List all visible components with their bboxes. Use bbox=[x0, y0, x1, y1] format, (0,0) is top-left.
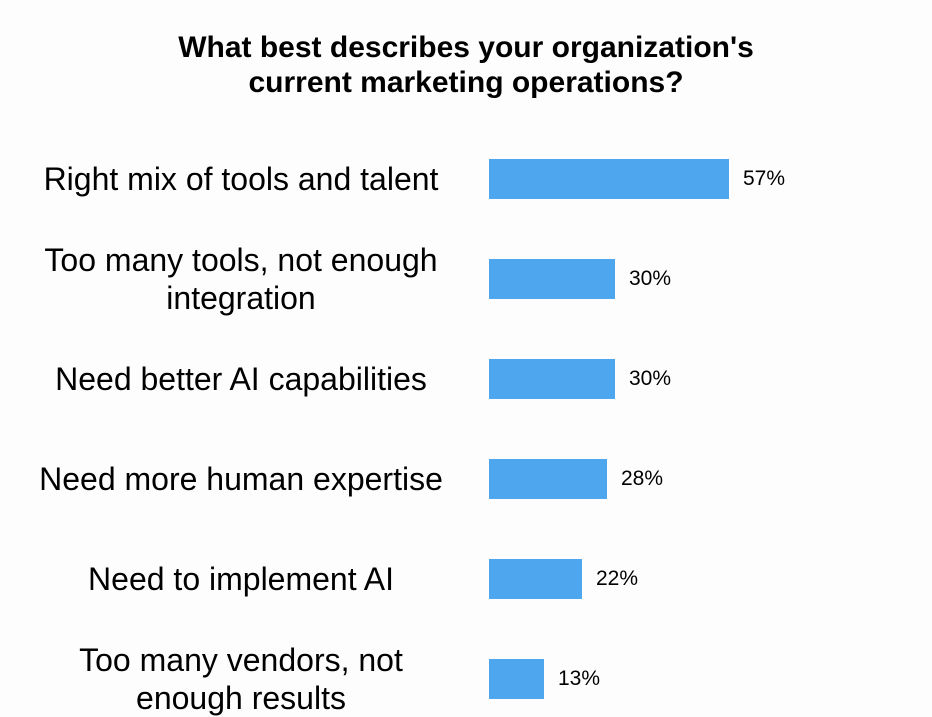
bar bbox=[489, 459, 607, 499]
bar bbox=[489, 359, 615, 399]
chart-row: Too many tools, not enough integration 30% bbox=[0, 242, 932, 316]
category-label: Need to implement AI bbox=[20, 560, 462, 598]
bar bbox=[489, 659, 544, 699]
value-label: 22% bbox=[596, 567, 639, 590]
chart-title: What best describes your organization's … bbox=[0, 30, 932, 100]
value-label: 30% bbox=[629, 367, 672, 390]
chart-row: Need better AI capabilities 30% bbox=[0, 359, 932, 399]
category-label: Right mix of tools and talent bbox=[20, 160, 462, 198]
chart-row: Too many vendors, not enough results 13% bbox=[0, 642, 932, 716]
category-label: Need more human expertise bbox=[20, 460, 462, 498]
value-label: 57% bbox=[743, 167, 786, 190]
bar bbox=[489, 559, 582, 599]
chart-row: Need more human expertise 28% bbox=[0, 459, 932, 499]
category-label-line: integration bbox=[166, 280, 316, 316]
value-label: 13% bbox=[558, 667, 601, 690]
category-label-line: Need to implement AI bbox=[88, 561, 394, 597]
category-label-line: Right mix of tools and talent bbox=[43, 161, 439, 197]
bar bbox=[489, 259, 615, 299]
chart-row: Right mix of tools and talent 57% bbox=[0, 159, 932, 199]
category-label-line: Too many vendors, not bbox=[79, 642, 403, 678]
category-label-line: enough results bbox=[136, 680, 346, 716]
category-label: Too many vendors, not enough results bbox=[20, 641, 462, 717]
category-label-line: Need more human expertise bbox=[39, 461, 443, 497]
category-label-line: Need better AI capabilities bbox=[55, 361, 427, 397]
category-label: Need better AI capabilities bbox=[20, 360, 462, 398]
chart-row: Need to implement AI 22% bbox=[0, 559, 932, 599]
category-label: Too many tools, not enough integration bbox=[20, 241, 462, 317]
chart-title-line-1: What best describes your organization's bbox=[178, 31, 754, 64]
chart-title-line-2: current marketing operations? bbox=[248, 66, 684, 99]
value-label: 30% bbox=[629, 267, 672, 290]
value-label: 28% bbox=[621, 467, 664, 490]
category-label-line: Too many tools, not enough bbox=[44, 242, 438, 278]
bar bbox=[489, 159, 729, 199]
